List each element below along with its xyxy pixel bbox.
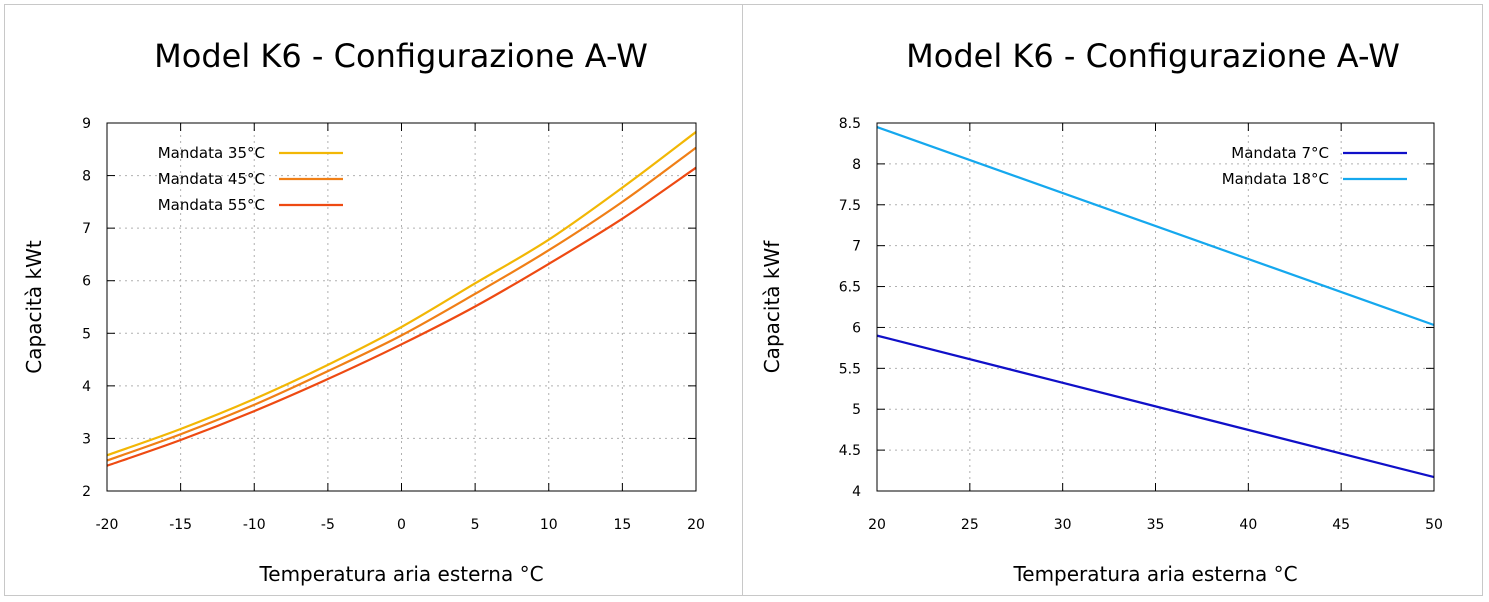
legend-label-0: Mandata 7°C: [1231, 144, 1329, 162]
y-tick-label: 6: [852, 320, 861, 336]
x-tick-label: 15: [613, 517, 631, 533]
y-tick-label: 8: [82, 169, 91, 185]
x-tick-label: -10: [243, 517, 266, 533]
plot-frame: [106, 122, 697, 492]
x-tick-label: 0: [397, 517, 406, 533]
chart-heating-capacity: Model K6 - Configurazione A-W -20 -15 -10 -5…: [22, 37, 705, 586]
series-line-0: [106, 131, 697, 457]
y-tick-label: 8: [852, 157, 861, 173]
chart-panel-heating: Model K6 - Configurazione A-W -20 -15 -10 -5…: [4, 4, 744, 596]
x-tick-label: -20: [96, 517, 119, 533]
y-tick-label: 5: [82, 326, 91, 342]
chart-cooling-capacity: Model K6 - Configurazione A-W 20 25 30 35 40 4…: [760, 37, 1443, 586]
legend-label-1: Mandata 45°C: [158, 170, 265, 188]
x-tick-label: 20: [868, 517, 886, 533]
y-axis-label: Capacità kWt: [22, 240, 46, 374]
x-tick-label: 35: [1147, 517, 1165, 533]
x-axis-label: Temperatura aria esterna °C: [1012, 562, 1297, 586]
y-tick-label: 6: [82, 274, 91, 290]
y-axis-label: Capacità kWf: [760, 240, 784, 374]
legend-label-1: Mandata 18°C: [1222, 170, 1329, 188]
y-tick-label: 5.5: [839, 361, 861, 377]
plot-frame: [876, 122, 1435, 492]
y-tick-label: 5: [852, 402, 861, 418]
y-tick-label: 9: [82, 116, 91, 132]
series-line-1: [106, 146, 697, 462]
series-line-2: [106, 166, 697, 467]
x-axis-label: Temperatura aria esterna °C: [258, 562, 543, 586]
x-tick-label: 25: [961, 517, 979, 533]
y-tick-label: 7: [82, 221, 91, 237]
y-tick-label: 6.5: [839, 280, 861, 296]
x-tick-label: 50: [1425, 517, 1443, 533]
y-tick-label: 3: [82, 431, 91, 447]
x-tick-label: 30: [1054, 517, 1072, 533]
y-tick-label: 4.5: [839, 443, 861, 459]
chart-panel-cooling: Model K6 - Configurazione A-W 20 25 30 35 40 4…: [742, 4, 1483, 596]
chart-title: Model K6 - Configurazione A-W: [154, 37, 648, 75]
x-tick-label: 20: [687, 517, 705, 533]
x-tick-label: -15: [169, 517, 192, 533]
y-tick-label: 2: [82, 484, 91, 500]
y-tick-label: 7.5: [839, 198, 861, 214]
legend-label-2: Mandata 55°C: [158, 196, 265, 214]
y-tick-label: 8.5: [839, 116, 861, 132]
x-tick-label: 5: [471, 517, 480, 533]
y-tick-label: 7: [852, 239, 861, 255]
x-tick-label: 40: [1239, 517, 1257, 533]
x-tick-label: 10: [540, 517, 558, 533]
x-tick-label: 45: [1332, 517, 1350, 533]
y-tick-label: 4: [82, 379, 91, 395]
x-tick-label: -5: [321, 517, 335, 533]
chart-title: Model K6 - Configurazione A-W: [906, 37, 1400, 75]
series-line-1: [876, 126, 1435, 327]
legend-label-0: Mandata 35°C: [158, 144, 265, 162]
y-tick-label: 4: [852, 484, 861, 500]
series-line-0: [876, 334, 1435, 479]
